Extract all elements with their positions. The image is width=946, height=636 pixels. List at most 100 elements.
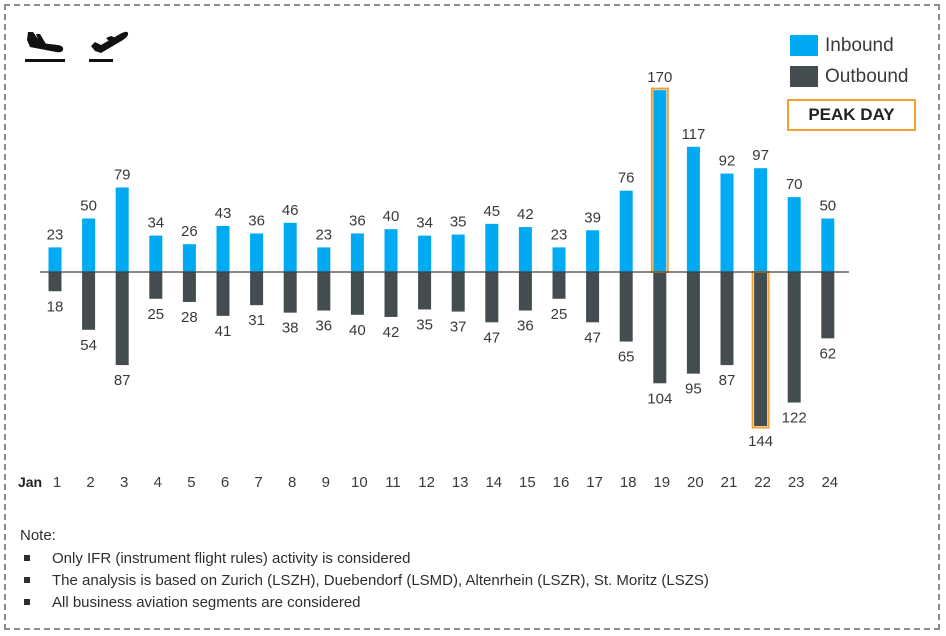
outbound-bar: [48, 272, 62, 292]
inbound-data-label: 79: [114, 166, 131, 183]
outbound-bar: [552, 272, 566, 299]
inbound-data-label: 50: [819, 198, 836, 215]
outbound-data-label: 36: [315, 318, 332, 335]
outbound-data-label: 62: [819, 345, 836, 362]
inbound-bar: [182, 244, 196, 272]
x-tick-label: 9: [322, 474, 330, 491]
x-axis-prefix: Jan: [18, 474, 42, 490]
x-tick-label: 1: [53, 474, 61, 491]
x-tick-label: 13: [452, 474, 469, 491]
inbound-bar: [418, 235, 432, 272]
outbound-bar: [418, 272, 432, 310]
chart-legend: Inbound Outbound: [790, 30, 908, 92]
outbound-data-label: 18: [47, 298, 64, 315]
outbound-data-label: 36: [517, 318, 534, 335]
x-tick-label: 15: [519, 474, 536, 491]
inbound-data-label: 92: [719, 153, 736, 170]
legend-item-inbound: Inbound: [790, 30, 908, 61]
inbound-bar: [720, 173, 734, 272]
x-tick-label: 12: [418, 474, 435, 491]
outbound-bar: [619, 272, 633, 342]
inbound-data-label: 34: [147, 215, 164, 232]
x-tick-label: 5: [187, 474, 195, 491]
outbound-data-label: 25: [147, 306, 164, 323]
note-item: Only IFR (instrument flight rules) activ…: [20, 547, 709, 569]
outbound-data-label: 87: [114, 372, 131, 389]
bullet-icon: [24, 599, 30, 605]
note-text: All business aviation segments are consi…: [52, 593, 361, 611]
outbound-bar: [216, 272, 230, 316]
bullet-icon: [24, 577, 30, 583]
outbound-data-label: 31: [248, 312, 265, 329]
outbound-bar: [317, 272, 331, 311]
notes-title: Note:: [20, 527, 56, 544]
inbound-bar: [48, 247, 62, 272]
x-tick-label: 23: [788, 474, 805, 491]
x-tick-label: 2: [86, 474, 94, 491]
x-tick-label: 20: [687, 474, 704, 491]
inbound-bar: [485, 223, 499, 272]
outbound-bar: [586, 272, 600, 323]
inbound-bar: [754, 168, 768, 272]
outbound-data-label: 54: [80, 337, 97, 354]
outbound-bar: [350, 272, 364, 315]
inbound-bar: [115, 187, 129, 272]
outbound-data-label: 87: [719, 372, 736, 389]
inbound-data-label: 76: [618, 170, 635, 187]
inbound-data-label: 45: [483, 203, 500, 220]
outbound-data-label: 95: [685, 381, 702, 398]
inbound-bar: [821, 218, 835, 272]
x-tick-label: 7: [254, 474, 262, 491]
outbound-data-label: 42: [383, 324, 400, 341]
inbound-bar: [350, 233, 364, 272]
x-tick-label: 21: [721, 474, 738, 491]
inbound-data-label: 117: [681, 126, 705, 143]
inbound-bar: [787, 197, 801, 272]
x-tick-label: 10: [351, 474, 368, 491]
note-item: The analysis is based on Zurich (LSZH), …: [20, 569, 709, 591]
outbound-bar: [686, 272, 700, 374]
outbound-bar: [82, 272, 96, 330]
inbound-data-label: 40: [383, 208, 400, 225]
outbound-data-label: 144: [748, 433, 773, 450]
inbound-data-label: 42: [517, 206, 534, 223]
airplane-arrival-icon: [25, 32, 65, 62]
outbound-bar: [754, 272, 768, 427]
outbound-bar: [283, 272, 297, 313]
inbound-data-label: 23: [47, 226, 64, 243]
inbound-bar: [619, 190, 633, 272]
inbound-bar: [451, 234, 465, 272]
outbound-bar: [518, 272, 532, 311]
inbound-data-label: 36: [349, 212, 366, 229]
outbound-bar: [653, 272, 667, 384]
outbound-bar: [720, 272, 734, 366]
outbound-data-label: 104: [647, 390, 672, 407]
x-tick-label: 3: [120, 474, 128, 491]
inbound-data-label: 97: [752, 147, 769, 164]
x-tick-label: 11: [385, 474, 401, 491]
notes-section: Note: Only IFR (instrument flight rules)…: [20, 527, 709, 613]
inbound-data-label: 70: [786, 176, 803, 193]
x-tick-label: 24: [821, 474, 838, 491]
outbound-data-label: 38: [282, 320, 299, 337]
outbound-data-label: 47: [483, 329, 500, 346]
outbound-data-label: 65: [618, 349, 635, 366]
inbound-data-label: 36: [248, 212, 265, 229]
inbound-data-label: 23: [315, 226, 332, 243]
x-tick-label: 6: [221, 474, 229, 491]
outbound-bar: [787, 272, 801, 403]
outbound-data-label: 122: [782, 410, 807, 427]
inbound-bar: [216, 225, 230, 272]
peak-day-badge: PEAK DAY: [787, 99, 916, 131]
x-tick-label: 8: [288, 474, 296, 491]
note-item: All business aviation segments are consi…: [20, 591, 709, 613]
chart-frame: [4, 4, 940, 630]
x-tick-label: 16: [553, 474, 570, 491]
outbound-data-label: 25: [551, 306, 568, 323]
x-tick-label: 14: [485, 474, 502, 491]
outbound-data-label: 37: [450, 319, 467, 336]
inbound-bar: [250, 233, 264, 272]
inbound-data-label: 46: [282, 202, 299, 219]
legend-label-outbound: Outbound: [825, 65, 909, 87]
